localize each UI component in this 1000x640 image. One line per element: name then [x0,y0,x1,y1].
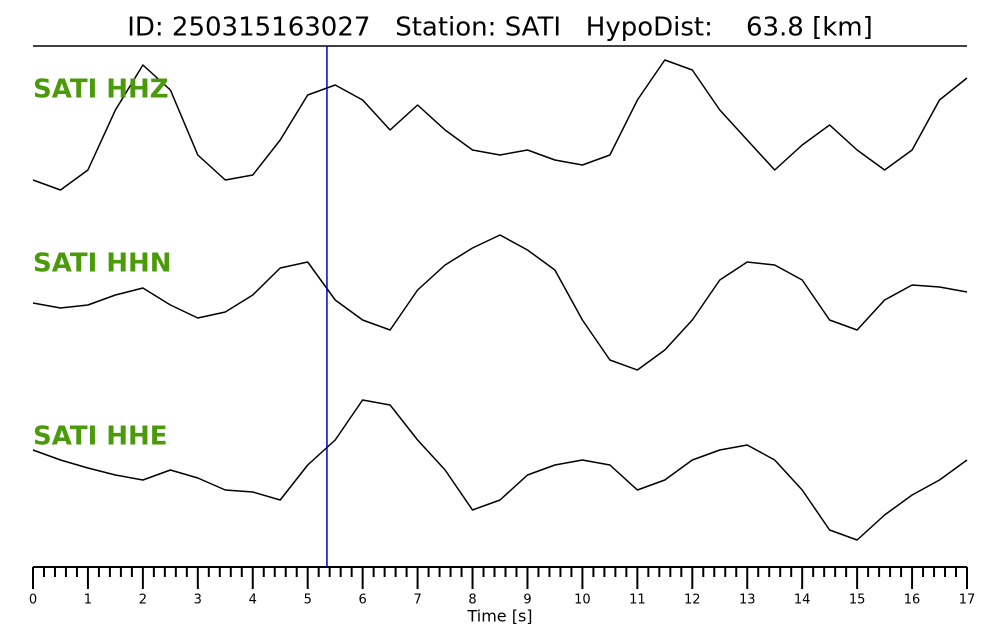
x-tick-label: 12 [684,593,701,608]
x-tick-label: 17 [959,593,976,608]
x-tick-label: 13 [739,593,756,608]
x-tick-label: 7 [413,593,421,608]
trace [32,234,968,371]
trace [32,399,968,541]
x-tick-label: 6 [359,593,367,608]
x-tick-label: 0 [29,593,37,608]
x-axis-label: Time [s] [466,607,532,626]
x-tick-label: 16 [904,593,921,608]
trace [32,59,968,191]
x-tick-label: 1 [84,593,92,608]
x-tick-label: 14 [794,593,811,608]
x-tick-label: 11 [629,593,646,608]
chart-title: ID: 250315163027 Station: SATI HypoDist:… [127,13,873,43]
x-tick-label: 8 [468,593,476,608]
x-tick-label: 10 [574,593,591,608]
x-tick-label: 4 [249,593,257,608]
trace-label: SATI HHN [33,249,172,279]
x-tick-label: 5 [304,593,312,608]
x-tick-label: 2 [139,593,147,608]
trace-label: SATI HHZ [33,75,169,105]
x-tick-label: 3 [194,593,202,608]
x-tick-label: 15 [849,593,866,608]
trace-label: SATI HHE [33,422,168,452]
x-tick-label: 9 [523,593,531,608]
